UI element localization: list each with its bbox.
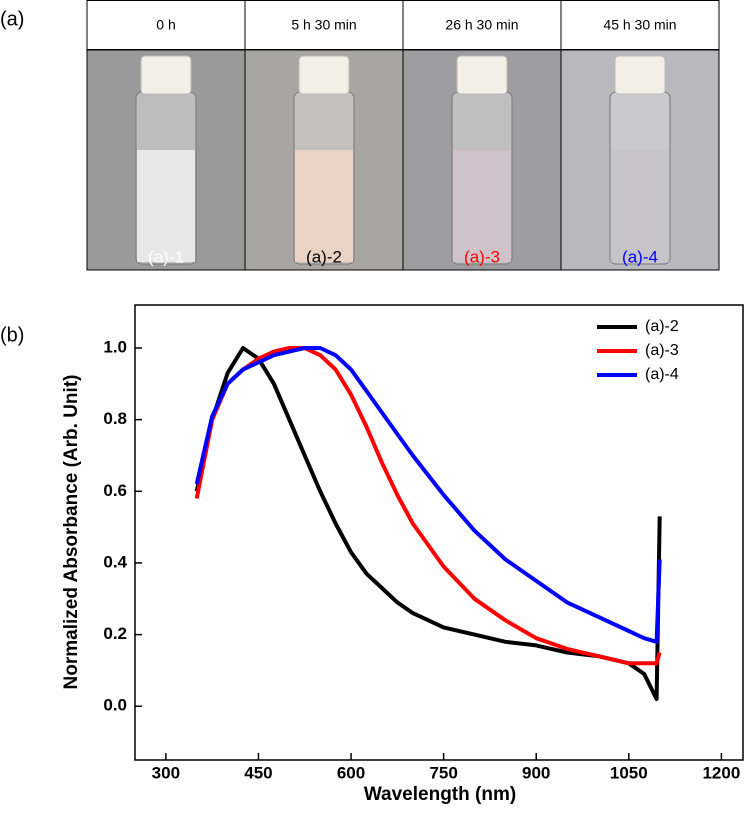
vial-cap: [456, 55, 508, 95]
y-tick-label: 0.0: [103, 696, 127, 715]
x-axis-label: Wavelength (nm): [364, 784, 516, 805]
data-line: [194, 346, 662, 644]
vial-cap: [614, 55, 666, 95]
vial-cap: [140, 55, 192, 95]
sample-label: (a)-2: [306, 247, 342, 266]
x-tick-label: 600: [337, 763, 365, 782]
panel-label: (b): [0, 324, 24, 346]
header-cell: [86, 0, 246, 50]
x-tick-label: 900: [522, 763, 550, 782]
sample-label: (a)-3: [464, 247, 500, 266]
x-tick-label: 300: [152, 763, 180, 782]
y-tick-label: 0.4: [103, 552, 127, 571]
legend-label: (a)-2: [645, 318, 679, 335]
vial-liquid: [137, 150, 195, 262]
column-header: 5 h 30 min: [291, 17, 356, 33]
column-header: 26 h 30 min: [445, 17, 518, 33]
vial-liquid: [295, 150, 353, 262]
x-tick-label: 1200: [702, 763, 740, 782]
header-cell: [560, 0, 720, 50]
y-tick-label: 0.2: [103, 624, 127, 643]
vial-liquid: [453, 150, 511, 262]
y-axis-label: Normalized Absorbance (Arb. Unit): [61, 375, 82, 690]
header-cell: [244, 0, 404, 50]
panel-label: (a): [0, 8, 24, 30]
y-tick-label: 0.8: [103, 409, 127, 428]
x-tick-label: 450: [244, 763, 272, 782]
plot-frame: [134, 304, 744, 761]
column-header: 0 h: [156, 17, 175, 33]
x-tick-label: 1050: [610, 763, 648, 782]
x-tick-label: 750: [429, 763, 457, 782]
data-line: [194, 346, 662, 666]
vial-cap: [298, 55, 350, 95]
header-cell: [402, 0, 562, 50]
sample-label: (a)-4: [622, 247, 658, 266]
legend-label: (a)-3: [645, 342, 679, 359]
vial-liquid: [611, 150, 669, 262]
column-header: 45 h 30 min: [603, 17, 676, 33]
y-tick-label: 1.0: [103, 337, 127, 356]
y-tick-label: 0.6: [103, 481, 127, 500]
sample-label: (a)-1: [148, 247, 184, 266]
data-line: [194, 346, 662, 702]
legend-label: (a)-4: [645, 366, 679, 383]
